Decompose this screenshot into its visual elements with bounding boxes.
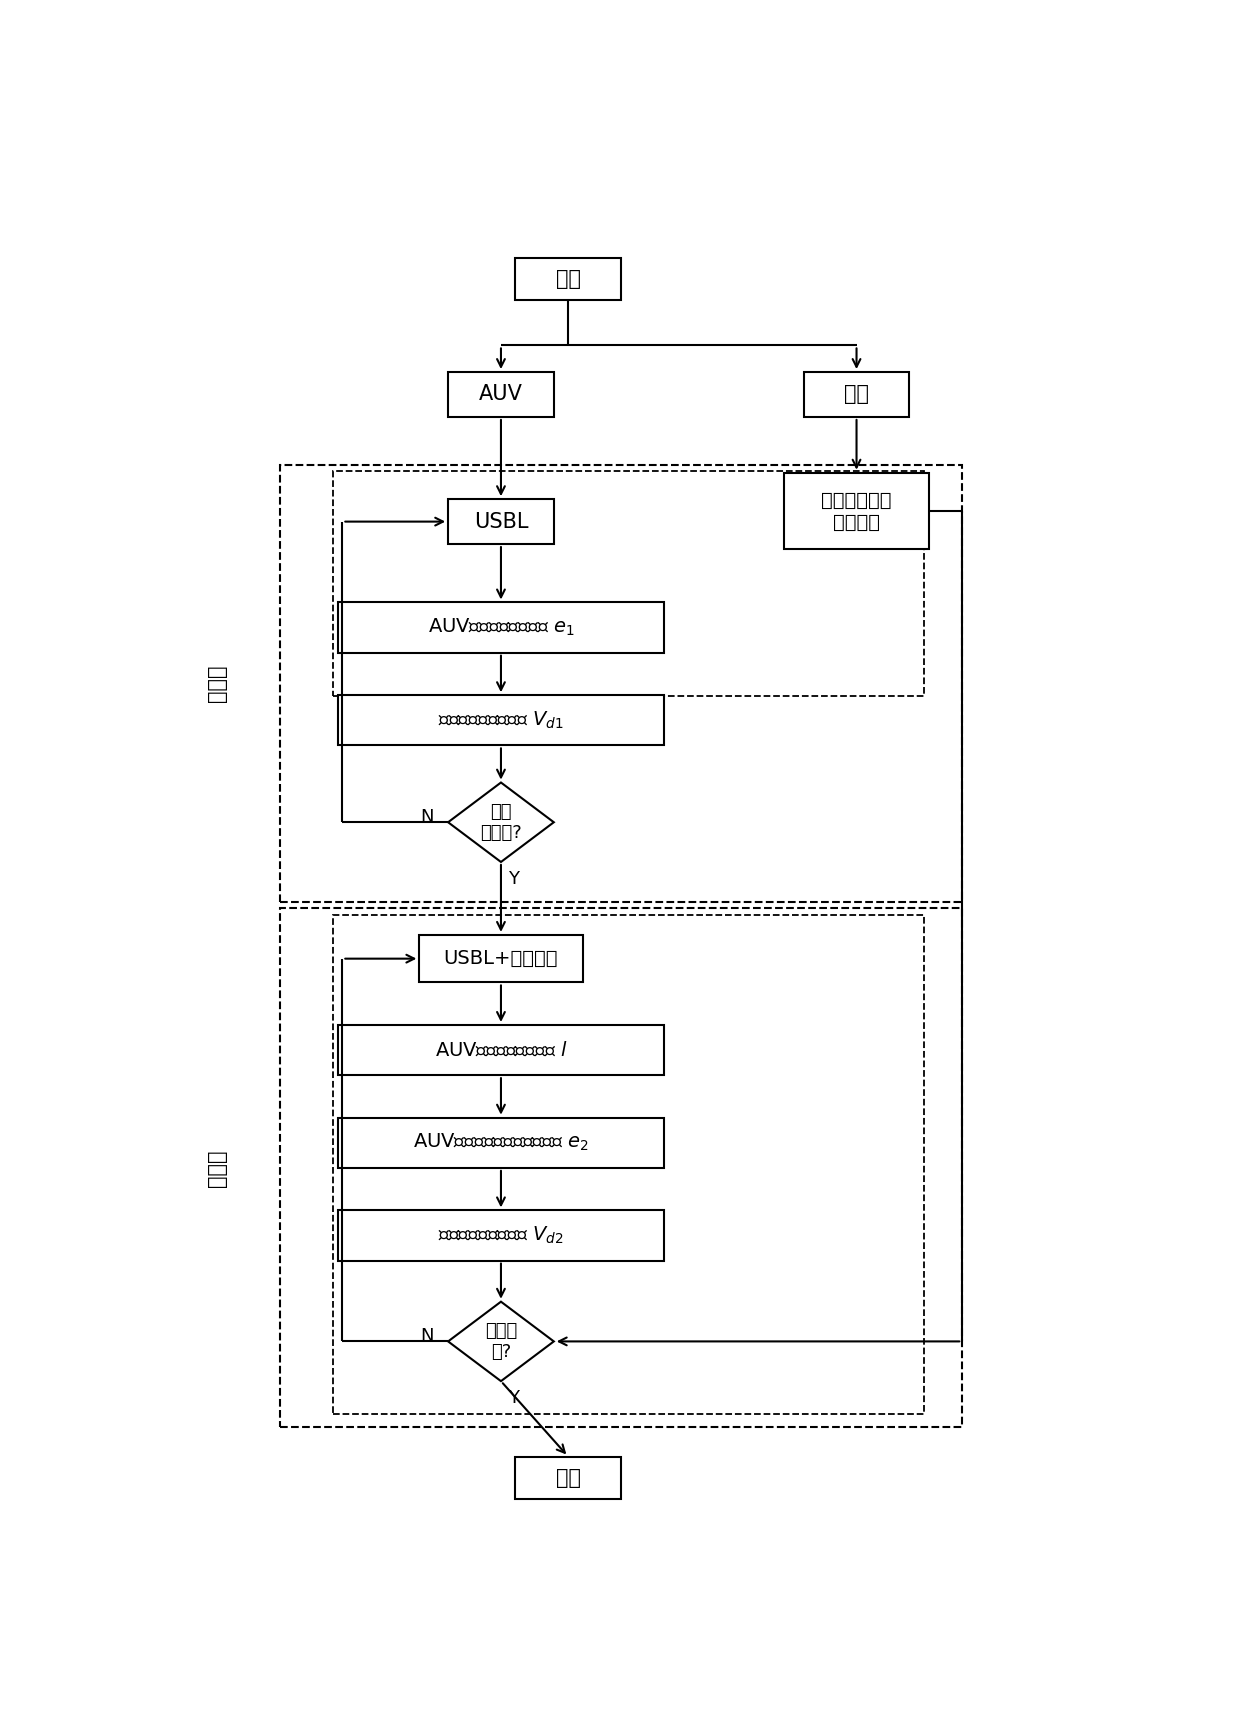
- Text: AUV与坠站间直线距离 $e_1$: AUV与坠站间直线距离 $e_1$: [428, 617, 574, 638]
- Text: 圆形轨道上周
期性航行: 圆形轨道上周 期性航行: [821, 490, 892, 531]
- FancyBboxPatch shape: [448, 372, 554, 416]
- FancyBboxPatch shape: [337, 1118, 665, 1168]
- FancyBboxPatch shape: [804, 372, 909, 416]
- FancyBboxPatch shape: [448, 499, 554, 544]
- FancyBboxPatch shape: [337, 1025, 665, 1075]
- Polygon shape: [448, 1302, 554, 1381]
- Text: AUV与坠站所对应圆轨迹弧长 $e_2$: AUV与坠站所对应圆轨迹弧长 $e_2$: [413, 1132, 589, 1154]
- Text: AUV与坠站间平面距离 $l$: AUV与坠站间平面距离 $l$: [435, 1041, 567, 1060]
- Text: 对接段: 对接段: [207, 1149, 227, 1187]
- Text: N: N: [420, 808, 434, 826]
- Text: 到达
圆轨迹?: 到达 圆轨迹?: [480, 803, 522, 841]
- Text: USBL: USBL: [474, 511, 528, 531]
- Text: 进入坠
站?: 进入坠 站?: [485, 1323, 517, 1361]
- Text: AUV: AUV: [479, 385, 523, 404]
- Text: 接近段纵向期望速度 $V_{d1}$: 接近段纵向期望速度 $V_{d1}$: [438, 710, 564, 731]
- Text: 接近段: 接近段: [207, 664, 227, 702]
- Text: N: N: [420, 1328, 434, 1345]
- Text: 结束: 结束: [556, 1467, 580, 1488]
- Text: 母舰: 母舰: [844, 385, 869, 404]
- FancyBboxPatch shape: [516, 258, 621, 301]
- Text: Y: Y: [508, 870, 520, 888]
- FancyBboxPatch shape: [337, 1211, 665, 1261]
- Polygon shape: [448, 783, 554, 862]
- FancyBboxPatch shape: [785, 473, 929, 549]
- FancyBboxPatch shape: [516, 1457, 621, 1500]
- Text: 对接段纵向期望速度 $V_{d2}$: 对接段纵向期望速度 $V_{d2}$: [438, 1225, 564, 1245]
- Text: Y: Y: [508, 1390, 520, 1407]
- FancyBboxPatch shape: [337, 695, 665, 745]
- Text: USBL+双目视觅: USBL+双目视觅: [444, 949, 558, 968]
- FancyBboxPatch shape: [419, 936, 583, 982]
- Text: 开始: 开始: [556, 270, 580, 289]
- FancyBboxPatch shape: [337, 602, 665, 652]
